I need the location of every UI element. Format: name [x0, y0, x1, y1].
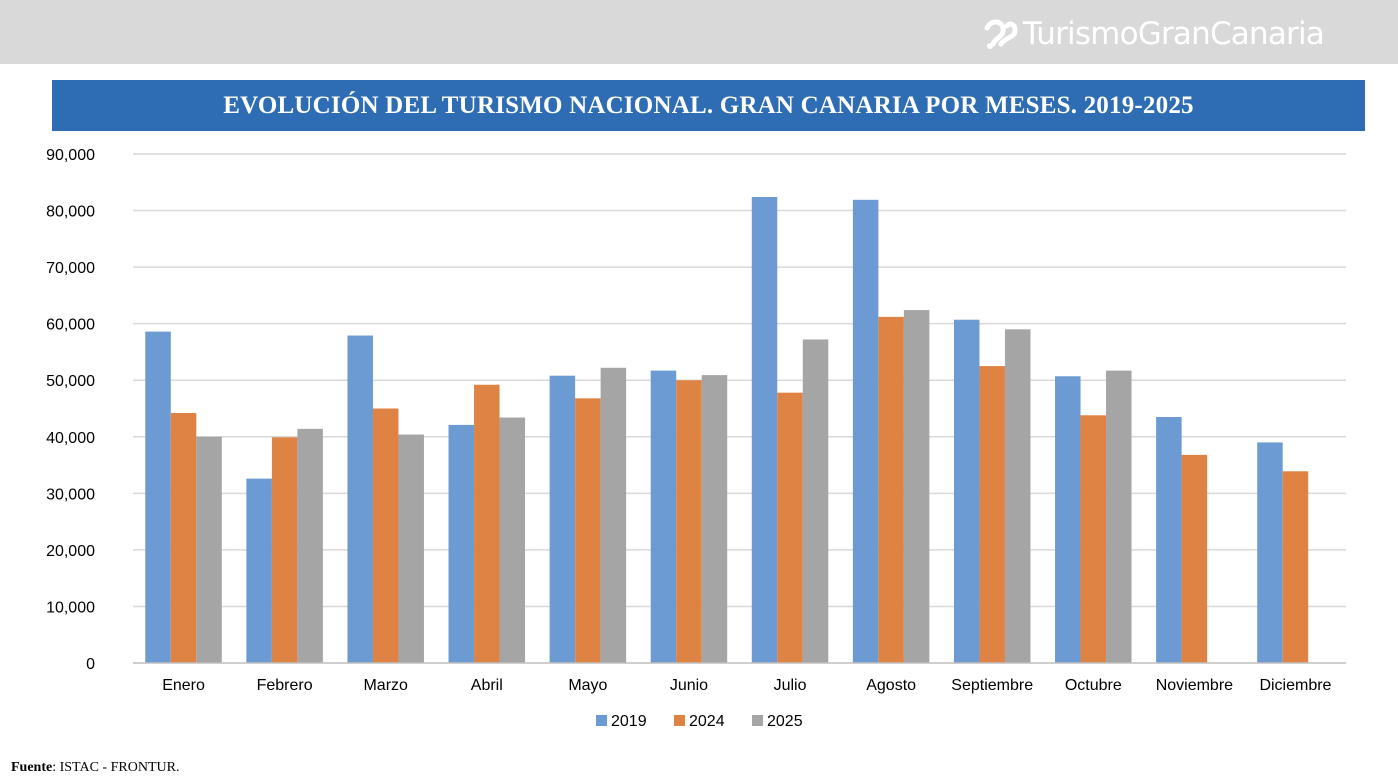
y-tick-label: 70,000 [46, 260, 95, 277]
y-tick-label: 0 [86, 656, 95, 673]
bar-2024-agosto [878, 316, 904, 663]
bar-2024-enero [170, 413, 197, 663]
x-tick-label: Marzo [363, 677, 408, 694]
bar-2025-marzo [398, 434, 424, 663]
bar-2025-enero [196, 436, 222, 663]
y-tick-label: 20,000 [46, 543, 95, 560]
x-tick-label: Julio [774, 677, 807, 694]
bar-chart: 0 10,000 20,000 30,000 40,000 50,000 60,000 70,… [46, 147, 1346, 730]
bar-2025-julio [802, 339, 829, 663]
bar-2019-mayo [549, 375, 576, 663]
bar-2024-marzo [372, 408, 399, 663]
legend-swatch-2024 [674, 715, 685, 726]
brand-logo[interactable]: TurismoGranCanaria [981, 14, 1325, 54]
x-tick-label: Septiembre [951, 677, 1033, 694]
y-tick-label: 30,000 [46, 486, 95, 503]
y-tick-label: 90,000 [46, 147, 95, 164]
bar-2024-mayo [575, 398, 601, 663]
legend-label: 2019 [611, 713, 647, 730]
y-tick-label: 40,000 [46, 430, 95, 447]
x-tick-label: Abril [471, 677, 503, 694]
legend-label: 2024 [689, 713, 725, 730]
bar-2024-julio [777, 392, 803, 663]
bar-2019-octubre [1055, 376, 1081, 663]
bar-2019-febrero [246, 478, 272, 663]
x-tick-label: Noviembre [1156, 677, 1233, 694]
source-note: Fuente: ISTAC - FRONTUR. [11, 760, 179, 776]
legend-swatch-2025 [752, 715, 763, 726]
source-label: Fuente [11, 760, 53, 775]
brand-name: TurismoGranCanaria [1022, 16, 1325, 52]
y-tick-label: 60,000 [46, 317, 95, 334]
bar-2025-agosto [903, 310, 930, 663]
chart-title-bar: EVOLUCIÓN DEL TURISMO NACIONAL. GRAN CAN… [52, 80, 1365, 131]
chart-title: EVOLUCIÓN DEL TURISMO NACIONAL. GRAN CAN… [223, 91, 1194, 119]
bar-2024-octubre [1080, 415, 1107, 663]
gran-canaria-logo-icon [984, 19, 1018, 49]
bar-2025-febrero [297, 428, 323, 663]
legend-label: 2025 [767, 713, 803, 730]
bar-2025-septiembre [1004, 329, 1031, 663]
bar-2024-noviembre [1181, 454, 1208, 663]
bar-2019-enero [145, 331, 171, 663]
bar-2019-marzo [347, 335, 373, 663]
bar-2019-abril [448, 424, 475, 663]
x-tick-label: Febrero [257, 677, 313, 694]
x-tick-label: Octubre [1065, 677, 1122, 694]
bar-2019-julio [751, 196, 778, 663]
bar-2025-mayo [600, 367, 627, 663]
bar-2019-septiembre [953, 319, 980, 663]
x-tick-label: Junio [670, 677, 708, 694]
bar-2024-septiembre [979, 366, 1005, 663]
bar-2024-diciembre [1282, 471, 1309, 663]
bar-2025-junio [701, 375, 728, 663]
source-text: : ISTAC - FRONTUR. [52, 760, 180, 775]
x-tick-label: Agosto [866, 677, 916, 694]
bar-2025-octubre [1106, 370, 1132, 663]
bar-2019-diciembre [1257, 442, 1283, 663]
bar-2019-noviembre [1156, 416, 1182, 663]
bar-2024-abril [474, 384, 500, 663]
y-tick-label: 80,000 [46, 204, 95, 221]
y-tick-label: 10,000 [46, 599, 95, 616]
bar-2019-junio [650, 370, 677, 663]
x-tick-label: Enero [162, 677, 205, 694]
x-tick-label: Diciembre [1259, 677, 1331, 694]
top-banner: TurismoGranCanaria [0, 0, 1398, 64]
x-tick-label: Mayo [568, 677, 607, 694]
bar-2019-agosto [852, 199, 879, 663]
legend-swatch-2019 [596, 715, 607, 726]
bar-2024-febrero [271, 437, 298, 663]
bar-2025-abril [499, 417, 526, 663]
y-tick-label: 50,000 [46, 373, 95, 390]
bar-2024-junio [676, 380, 702, 663]
